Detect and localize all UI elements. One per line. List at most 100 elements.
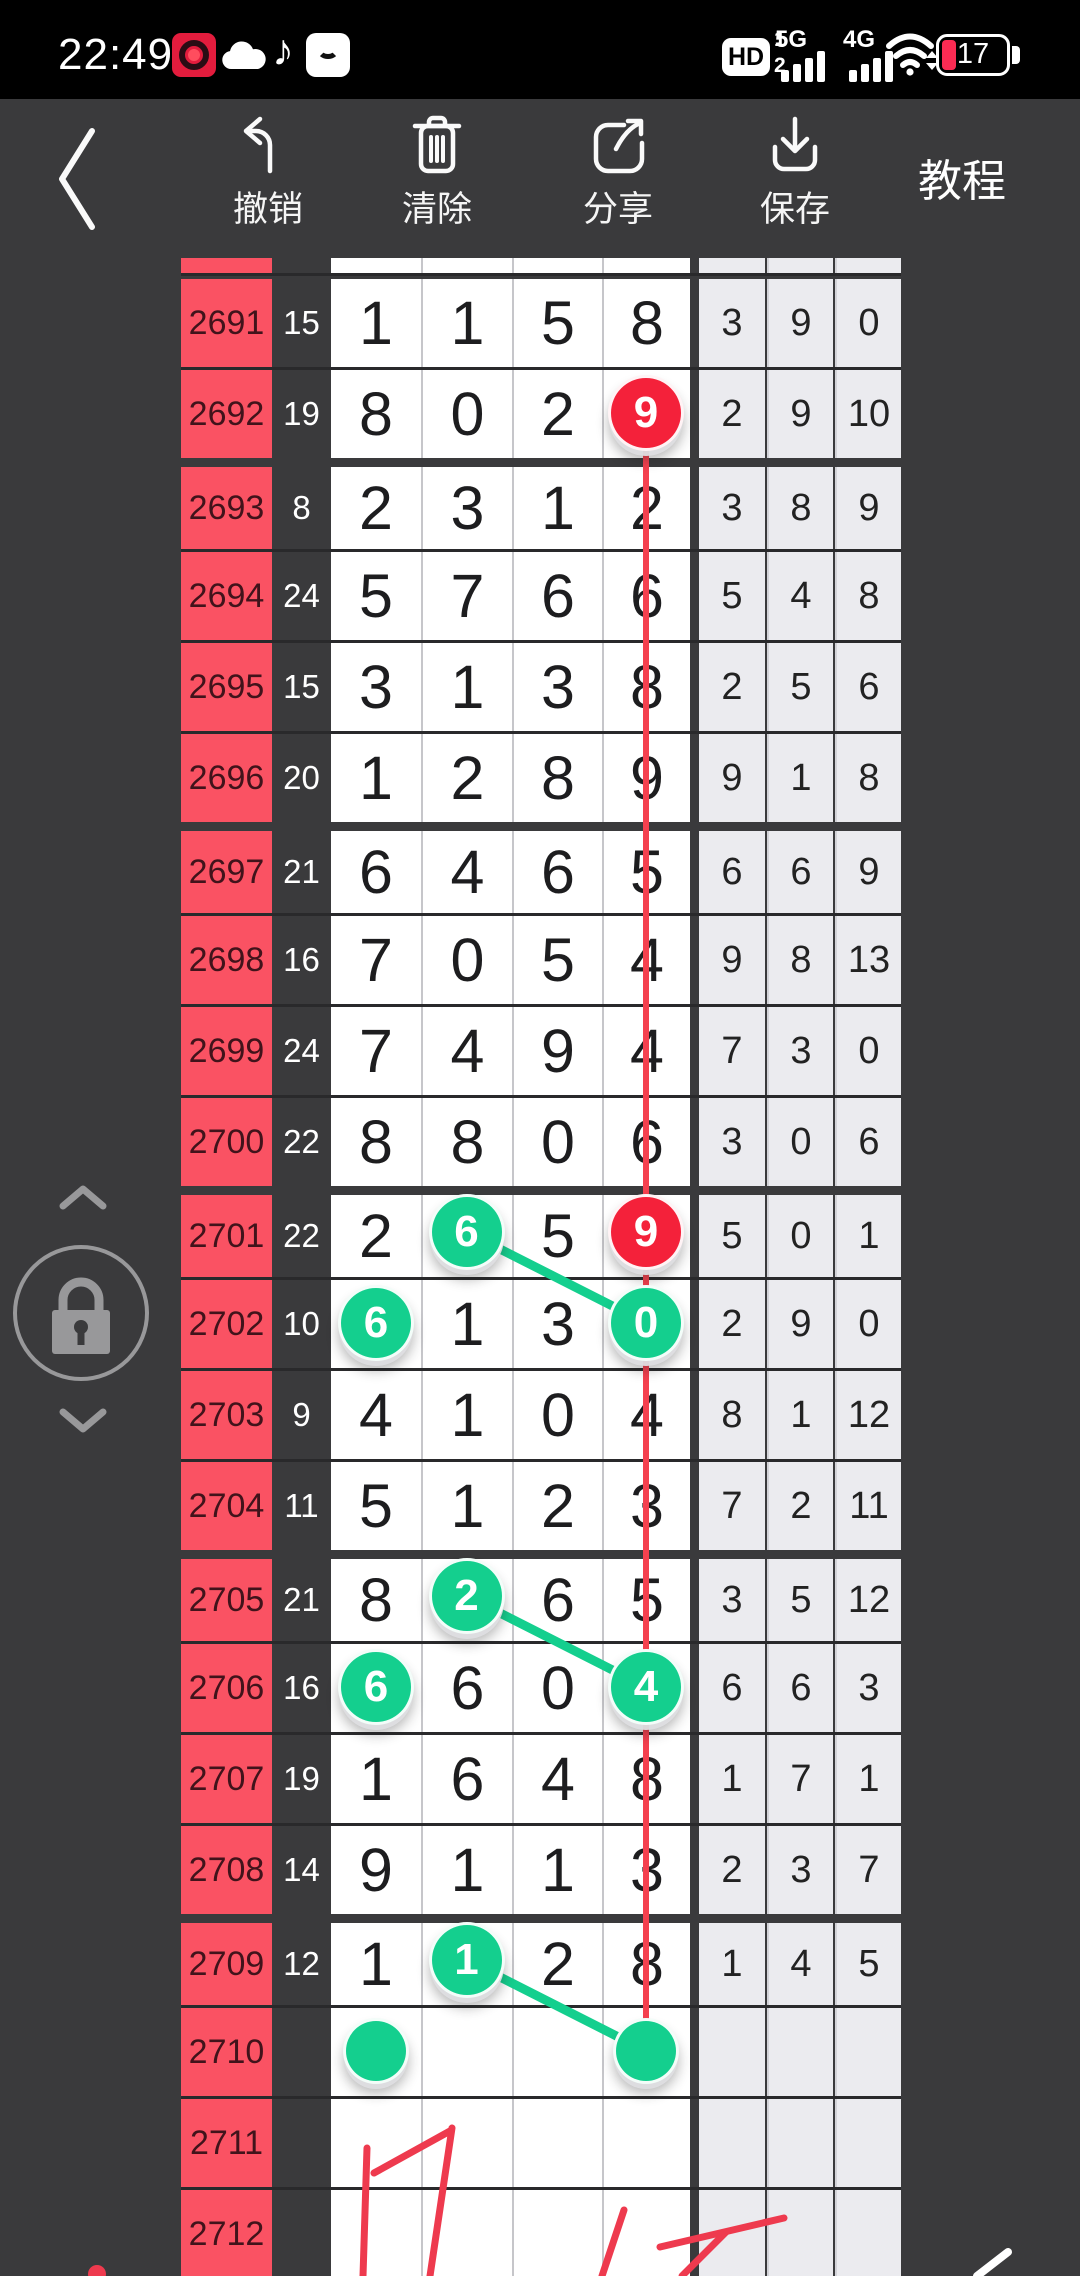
stat-cell: 0 (835, 1007, 901, 1095)
digit-cell: 4 (602, 1007, 690, 1095)
green-circle-mark: 6 (428, 1194, 505, 1270)
green-circle-mark: 6 (338, 1649, 414, 1725)
freehand-white-stroke (973, 2248, 1012, 2276)
stat-cell: 9 (767, 1280, 833, 1368)
stat-cell: 5 (699, 552, 765, 640)
period-cell: 2706 (181, 1644, 272, 1732)
stat-cell: 3 (699, 279, 765, 367)
stat-cell: 0 (835, 1280, 901, 1368)
digit-cell-partial (421, 258, 512, 273)
stat-cell: 8 (767, 916, 833, 1004)
clear-label: 清除 (401, 190, 472, 229)
period-cell: 2707 (181, 1735, 272, 1823)
stat-cell: 11 (835, 1462, 901, 1550)
stat-cell: 4 (767, 1923, 833, 2005)
digit-cell: 1 (331, 279, 421, 367)
save-label: 保存 (759, 190, 830, 229)
digit-cell: 4 (512, 1735, 602, 1823)
clear-button[interactable]: 清除 (362, 107, 512, 257)
digit-cell: 6 (512, 552, 602, 640)
green-circle-mark: 1 (428, 1922, 505, 1998)
stat-cell: 5 (767, 1559, 833, 1641)
stat-cell: 1 (767, 1371, 833, 1459)
digit-cell (602, 2190, 690, 2276)
signal-bars-icon (849, 51, 893, 82)
battery-fill (942, 40, 956, 70)
digit-cell: 1 (512, 467, 602, 549)
stat-cell: 10 (835, 370, 901, 458)
save-button[interactable]: 保存 (720, 107, 870, 257)
digit-cell: 0 (512, 1644, 602, 1732)
share-button[interactable]: 分享 (543, 107, 693, 257)
undo-button[interactable]: 撤销 (193, 107, 343, 257)
red-circle-mark: 9 (608, 1194, 684, 1270)
digit-cell (421, 2190, 512, 2276)
signal-5g: 5G (775, 26, 835, 82)
stat-cell: 8 (835, 552, 901, 640)
period-cell: 2697 (181, 831, 272, 913)
trash-icon (412, 115, 462, 174)
battery-icon: 17 (936, 34, 1010, 76)
digit-cell: 5 (602, 1559, 690, 1641)
digit-cell: 0 (421, 370, 512, 458)
digit-cell: 5 (512, 916, 602, 1004)
stat-cell: 2 (699, 643, 765, 731)
stat-cell (835, 2190, 901, 2276)
period-cell: 2708 (181, 1826, 272, 1914)
green-circle-mark: 4 (608, 1649, 684, 1725)
lock-button[interactable] (6, 1238, 156, 1388)
period-cell: 2710 (181, 2008, 272, 2096)
stat-cell (767, 2099, 833, 2187)
clock: 22:49 (58, 30, 174, 79)
battery-nub (1012, 46, 1020, 64)
span-count-cell: 24 (283, 1032, 320, 1069)
row-separator (181, 367, 901, 370)
stat-cell: 8 (767, 467, 833, 549)
chevron-down-icon[interactable] (58, 1406, 108, 1436)
row-separator (181, 1459, 901, 1462)
digit-cell: 3 (331, 643, 421, 731)
row-separator (181, 913, 901, 916)
undo-icon (243, 116, 273, 174)
digit-cell: 4 (602, 916, 690, 1004)
digit-cell: 2 (512, 1923, 602, 2005)
digit-cell: 0 (421, 916, 512, 1004)
digit-cell: 7 (331, 1007, 421, 1095)
stat-cell: 4 (767, 552, 833, 640)
sim1-indicator: 1 (774, 28, 786, 51)
digit-cell: 2 (602, 467, 690, 549)
row-separator (181, 1823, 901, 1826)
back-button[interactable] (52, 125, 104, 233)
digit-cell: 4 (331, 1371, 421, 1459)
stat-cell-partial (699, 258, 765, 273)
tutorial-link[interactable]: 教程 (918, 157, 1006, 206)
digit-cell: 3 (512, 643, 602, 731)
digit-cell: 2 (512, 370, 602, 458)
digit-cell-partial (512, 258, 602, 273)
stat-cell: 13 (835, 916, 901, 1004)
digit-cell: 1 (421, 279, 512, 367)
smiley-app-icon (306, 33, 350, 77)
stat-cell: 5 (699, 1195, 765, 1277)
status-bar: 22:49 ♪ HD 1 2 5G 4G (0, 0, 1080, 99)
stat-cell-partial (835, 258, 901, 273)
digit-cell: 6 (421, 1735, 512, 1823)
span-count-cell: 21 (283, 1581, 320, 1618)
battery-percent: 17 (956, 38, 990, 70)
download-icon (772, 116, 818, 172)
period-cell: 2703 (181, 1371, 272, 1459)
period-cell: 2692 (181, 370, 272, 458)
chevron-up-icon[interactable] (58, 1182, 108, 1212)
stat-cell (699, 2190, 765, 2276)
row-separator (181, 731, 901, 734)
span-count-cell (272, 2190, 331, 2276)
stat-cell: 0 (767, 1098, 833, 1186)
digit-cell: 8 (602, 1923, 690, 2005)
period-cell: 2709 (181, 1923, 272, 2005)
stat-cell: 2 (699, 1280, 765, 1368)
digit-cell: 9 (331, 1826, 421, 1914)
digit-cell: 5 (512, 279, 602, 367)
stat-cell (767, 2008, 833, 2096)
digit-cell: 5 (331, 1462, 421, 1550)
stat-cell (835, 2099, 901, 2187)
